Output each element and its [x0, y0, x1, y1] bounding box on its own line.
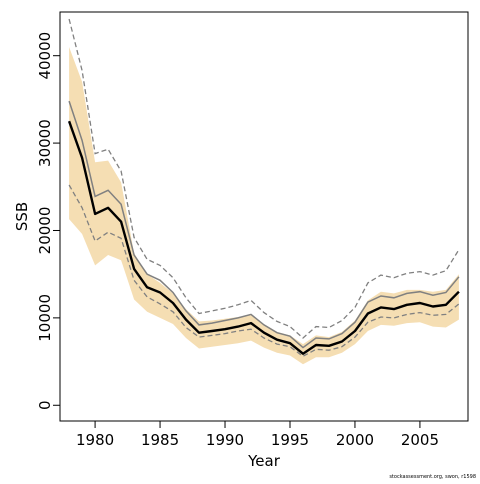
- alternate-estimate-line: [68, 100, 460, 349]
- footer-note: stockassessment.org, swon, r1598: [389, 474, 476, 480]
- x-axis-title: Year: [247, 452, 281, 470]
- alternate-lower-line: [68, 184, 460, 358]
- x-tick-label: 1990: [206, 431, 244, 449]
- y-tick-label: 10000: [36, 294, 54, 342]
- x-tick-label: 1985: [141, 431, 179, 449]
- x-axis: 1980 1985 1990 1995 2000 2005: [76, 421, 439, 449]
- y-tick-label: 20000: [36, 207, 54, 255]
- y-axis-title: SSB: [13, 202, 31, 231]
- estimate-line-layer: [67, 120, 460, 355]
- x-tick-label: 1995: [271, 431, 309, 449]
- y-axis: 0 10000 20000 30000 40000: [36, 32, 60, 410]
- x-tick-label: 1980: [76, 431, 114, 449]
- plot-frame: [59, 11, 469, 422]
- alternate-upper-line: [68, 18, 460, 339]
- x-tick-label: 2005: [401, 431, 439, 449]
- x-tick-label: 2000: [336, 431, 374, 449]
- y-tick-label: 40000: [36, 32, 54, 80]
- estimate-line: [67, 120, 460, 355]
- y-tick-label: 0: [36, 400, 54, 410]
- alternate-lines-layer: [68, 18, 460, 358]
- y-tick-label: 30000: [36, 119, 54, 167]
